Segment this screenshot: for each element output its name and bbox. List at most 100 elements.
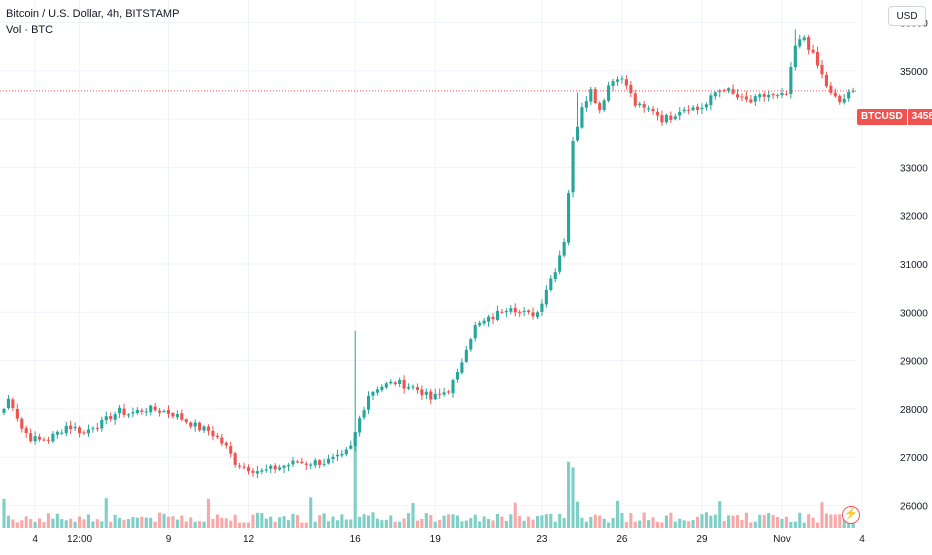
candle-body	[833, 92, 837, 97]
volume-bar	[495, 514, 500, 528]
candle-body	[798, 39, 802, 47]
volume-bar	[722, 521, 726, 528]
volume-bar	[166, 516, 171, 528]
candle-body	[38, 436, 42, 440]
volume-bar	[620, 513, 624, 528]
volume-bar	[313, 521, 317, 528]
candle-body	[718, 90, 722, 93]
candle-body	[727, 88, 731, 91]
volume-bar	[162, 513, 166, 528]
volume-bar	[660, 522, 664, 528]
x-tick-label: 9	[166, 534, 172, 545]
candle-body	[633, 93, 637, 106]
x-tick-label: 12:00	[67, 534, 92, 545]
volume-bar	[78, 516, 82, 528]
volume-bar	[100, 521, 104, 528]
candle-body	[691, 107, 695, 111]
volume-bar	[415, 520, 419, 528]
volume-bar	[251, 514, 255, 528]
price-axis-labels: 26000 27000 28000 29000 30000 31000 32000 33000…	[900, 18, 928, 512]
volume-bar	[184, 521, 188, 528]
x-tick-label: Nov	[773, 534, 791, 545]
volume-bar	[38, 518, 42, 528]
volume-bar	[727, 515, 731, 528]
candle-body	[118, 407, 122, 414]
candle-body	[171, 413, 175, 417]
candle-body	[291, 460, 295, 465]
currency-button[interactable]: USD	[888, 6, 926, 26]
volume-bar	[744, 512, 748, 528]
volume-bar	[749, 522, 753, 528]
candle-body	[811, 49, 815, 53]
volume-bar	[269, 516, 273, 528]
candle-body	[558, 255, 562, 272]
candle-body	[447, 391, 451, 393]
volume-bar	[664, 515, 668, 528]
bolt-icon[interactable]: ⚡	[842, 506, 860, 524]
volume-bar	[73, 521, 77, 528]
candle-body	[180, 413, 184, 420]
candle-body	[602, 100, 606, 111]
candle-body	[655, 111, 660, 116]
volume-bar	[469, 518, 473, 528]
volume-bar	[140, 516, 144, 528]
volume-bar	[406, 513, 411, 528]
candle-body	[158, 410, 162, 413]
candle-body	[482, 320, 486, 324]
candle-body	[144, 411, 148, 413]
volume-bar	[46, 513, 51, 528]
candle-body	[60, 432, 64, 434]
volume-bar	[104, 498, 108, 528]
candle-body	[198, 422, 202, 431]
volume-bar	[838, 514, 842, 528]
candle-body	[162, 410, 166, 412]
last-price-value: 34583	[906, 109, 932, 125]
volume-bar	[593, 514, 597, 528]
volume-bar	[144, 517, 148, 528]
candle-body	[500, 311, 504, 313]
candle-body	[544, 289, 548, 305]
candle-body	[807, 37, 811, 50]
candle-body	[184, 419, 188, 423]
candle-body	[704, 104, 708, 108]
y-tick-label: 29000	[900, 357, 928, 368]
candle-body	[82, 432, 86, 434]
candle-body	[189, 422, 193, 427]
candle-body	[762, 93, 766, 97]
volume-bar	[335, 520, 339, 528]
volume-bar	[242, 522, 246, 528]
candle-body	[784, 93, 788, 95]
candle-body	[86, 429, 91, 434]
volume-bar	[784, 516, 788, 528]
volume-bar	[433, 521, 437, 528]
candle-body	[2, 408, 6, 413]
candle-body	[527, 310, 531, 313]
candle-body	[629, 84, 633, 94]
volume-bar	[615, 500, 620, 528]
candle-body	[55, 431, 59, 435]
volume-bar	[758, 514, 762, 528]
candle-body	[135, 409, 139, 414]
candle-body	[295, 461, 299, 463]
volume-bar	[300, 522, 304, 528]
volume-bar	[540, 515, 544, 528]
candle-body	[700, 107, 704, 110]
volume-bar	[51, 518, 55, 528]
candle-body	[415, 387, 419, 391]
volume-bar	[544, 514, 548, 528]
symbol-title[interactable]: Bitcoin / U.S. Dollar, 4h, BITSTAMP	[6, 8, 180, 20]
volume-bar	[411, 503, 415, 528]
volume-bar	[398, 521, 402, 528]
volume-bar	[464, 520, 468, 528]
volume-label[interactable]: Vol · BTC	[6, 24, 54, 36]
volume-bar	[535, 515, 540, 528]
volume-bar	[549, 513, 553, 528]
volume-bar	[42, 522, 46, 528]
volume-bar	[713, 514, 717, 528]
volume-bar	[229, 520, 233, 528]
candle-body	[389, 381, 393, 384]
candle-body	[278, 467, 282, 470]
candle-body	[678, 111, 682, 116]
